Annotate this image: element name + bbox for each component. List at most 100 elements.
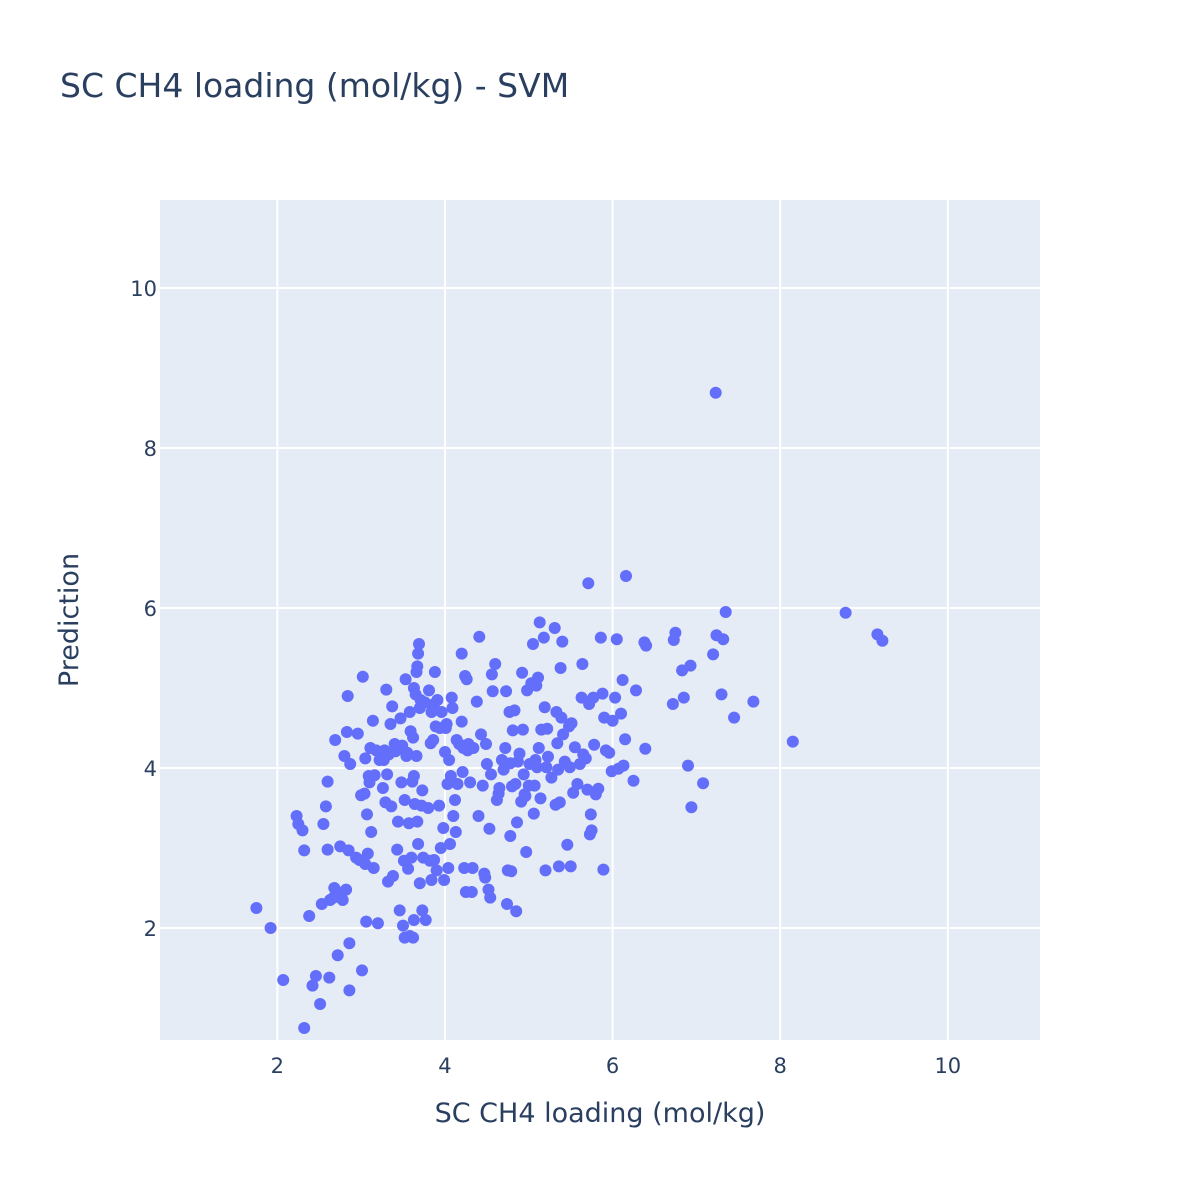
data-point bbox=[412, 647, 425, 660]
data-point bbox=[528, 779, 541, 792]
data-point bbox=[552, 860, 565, 873]
data-point bbox=[640, 639, 653, 652]
data-point bbox=[413, 638, 425, 650]
data-point bbox=[428, 666, 441, 678]
data-point bbox=[365, 826, 378, 838]
data-point bbox=[639, 742, 652, 755]
data-point bbox=[540, 761, 553, 774]
data-point bbox=[479, 871, 492, 884]
data-point bbox=[359, 752, 372, 765]
data-point bbox=[449, 826, 462, 838]
data-point bbox=[561, 838, 574, 851]
data-point bbox=[476, 779, 489, 792]
data-point bbox=[685, 801, 698, 814]
data-point bbox=[344, 758, 357, 770]
data-point bbox=[411, 660, 424, 673]
data-point bbox=[447, 810, 460, 822]
data-point bbox=[556, 635, 569, 648]
data-point bbox=[386, 700, 399, 713]
data-point bbox=[582, 577, 595, 590]
data-point bbox=[537, 631, 550, 644]
data-point bbox=[519, 790, 532, 802]
data-point bbox=[473, 630, 486, 643]
data-point bbox=[277, 974, 290, 986]
data-point bbox=[548, 622, 561, 634]
x-axis-ticks: 2 4 6 8 10 bbox=[271, 1054, 962, 1078]
data-point bbox=[433, 799, 446, 812]
data-point bbox=[541, 722, 554, 735]
data-point bbox=[356, 964, 368, 977]
x-tick-label: 6 bbox=[606, 1054, 619, 1078]
data-point bbox=[397, 919, 409, 932]
data-point bbox=[413, 877, 426, 890]
data-point bbox=[393, 904, 406, 917]
data-point bbox=[627, 774, 640, 787]
data-point bbox=[538, 701, 551, 714]
data-point bbox=[475, 728, 487, 741]
data-point bbox=[513, 747, 526, 760]
data-point bbox=[747, 695, 760, 708]
data-point bbox=[361, 808, 373, 821]
data-point bbox=[707, 648, 720, 661]
data-point bbox=[610, 633, 623, 646]
data-point bbox=[620, 570, 632, 582]
data-point bbox=[455, 715, 468, 728]
data-point bbox=[464, 776, 477, 789]
y-tick-label: 4 bbox=[144, 757, 157, 781]
data-point bbox=[517, 768, 530, 781]
plot-area bbox=[160, 200, 1040, 1040]
y-axis-title: Prediction bbox=[54, 553, 85, 687]
data-point bbox=[527, 638, 539, 650]
data-point bbox=[532, 671, 544, 684]
data-point bbox=[565, 717, 578, 730]
data-point bbox=[319, 800, 332, 813]
y-tick-label: 10 bbox=[130, 277, 157, 301]
data-point bbox=[697, 777, 710, 790]
data-point bbox=[367, 862, 380, 874]
data-point bbox=[411, 815, 424, 828]
data-point bbox=[438, 874, 451, 886]
data-point bbox=[553, 796, 566, 809]
data-point bbox=[617, 759, 630, 772]
y-tick-label: 8 bbox=[144, 437, 157, 461]
data-point bbox=[619, 733, 632, 746]
data-point bbox=[527, 807, 540, 820]
data-point bbox=[500, 685, 513, 698]
data-point bbox=[480, 738, 492, 750]
data-point bbox=[428, 854, 441, 866]
data-point bbox=[579, 752, 592, 765]
x-tick-label: 4 bbox=[438, 1054, 451, 1078]
data-point bbox=[588, 738, 601, 751]
data-point bbox=[564, 860, 577, 873]
data-point bbox=[385, 800, 398, 813]
data-point bbox=[467, 742, 480, 754]
data-point bbox=[460, 673, 473, 686]
gridlines bbox=[160, 200, 1040, 1040]
data-point bbox=[587, 691, 600, 704]
data-point bbox=[630, 684, 642, 697]
data-point bbox=[419, 914, 432, 926]
data-point bbox=[444, 770, 457, 782]
data-point bbox=[666, 698, 679, 710]
data-point bbox=[531, 761, 544, 774]
data-point bbox=[418, 696, 431, 709]
data-point bbox=[516, 666, 529, 679]
data-point bbox=[585, 824, 598, 837]
data-point bbox=[358, 787, 371, 800]
data-point bbox=[343, 984, 356, 997]
data-point bbox=[434, 842, 447, 854]
data-point bbox=[534, 792, 547, 805]
data-point bbox=[533, 616, 546, 629]
data-point bbox=[516, 723, 529, 736]
data-point bbox=[336, 894, 349, 906]
data-point bbox=[296, 824, 309, 837]
data-point bbox=[717, 633, 730, 646]
data-point bbox=[470, 695, 483, 708]
data-point bbox=[483, 822, 496, 835]
data-point bbox=[539, 864, 552, 877]
data-point bbox=[443, 754, 456, 766]
x-tick-label: 2 bbox=[271, 1054, 284, 1078]
data-point bbox=[381, 768, 394, 781]
data-point bbox=[451, 778, 464, 790]
data-point bbox=[303, 910, 316, 922]
